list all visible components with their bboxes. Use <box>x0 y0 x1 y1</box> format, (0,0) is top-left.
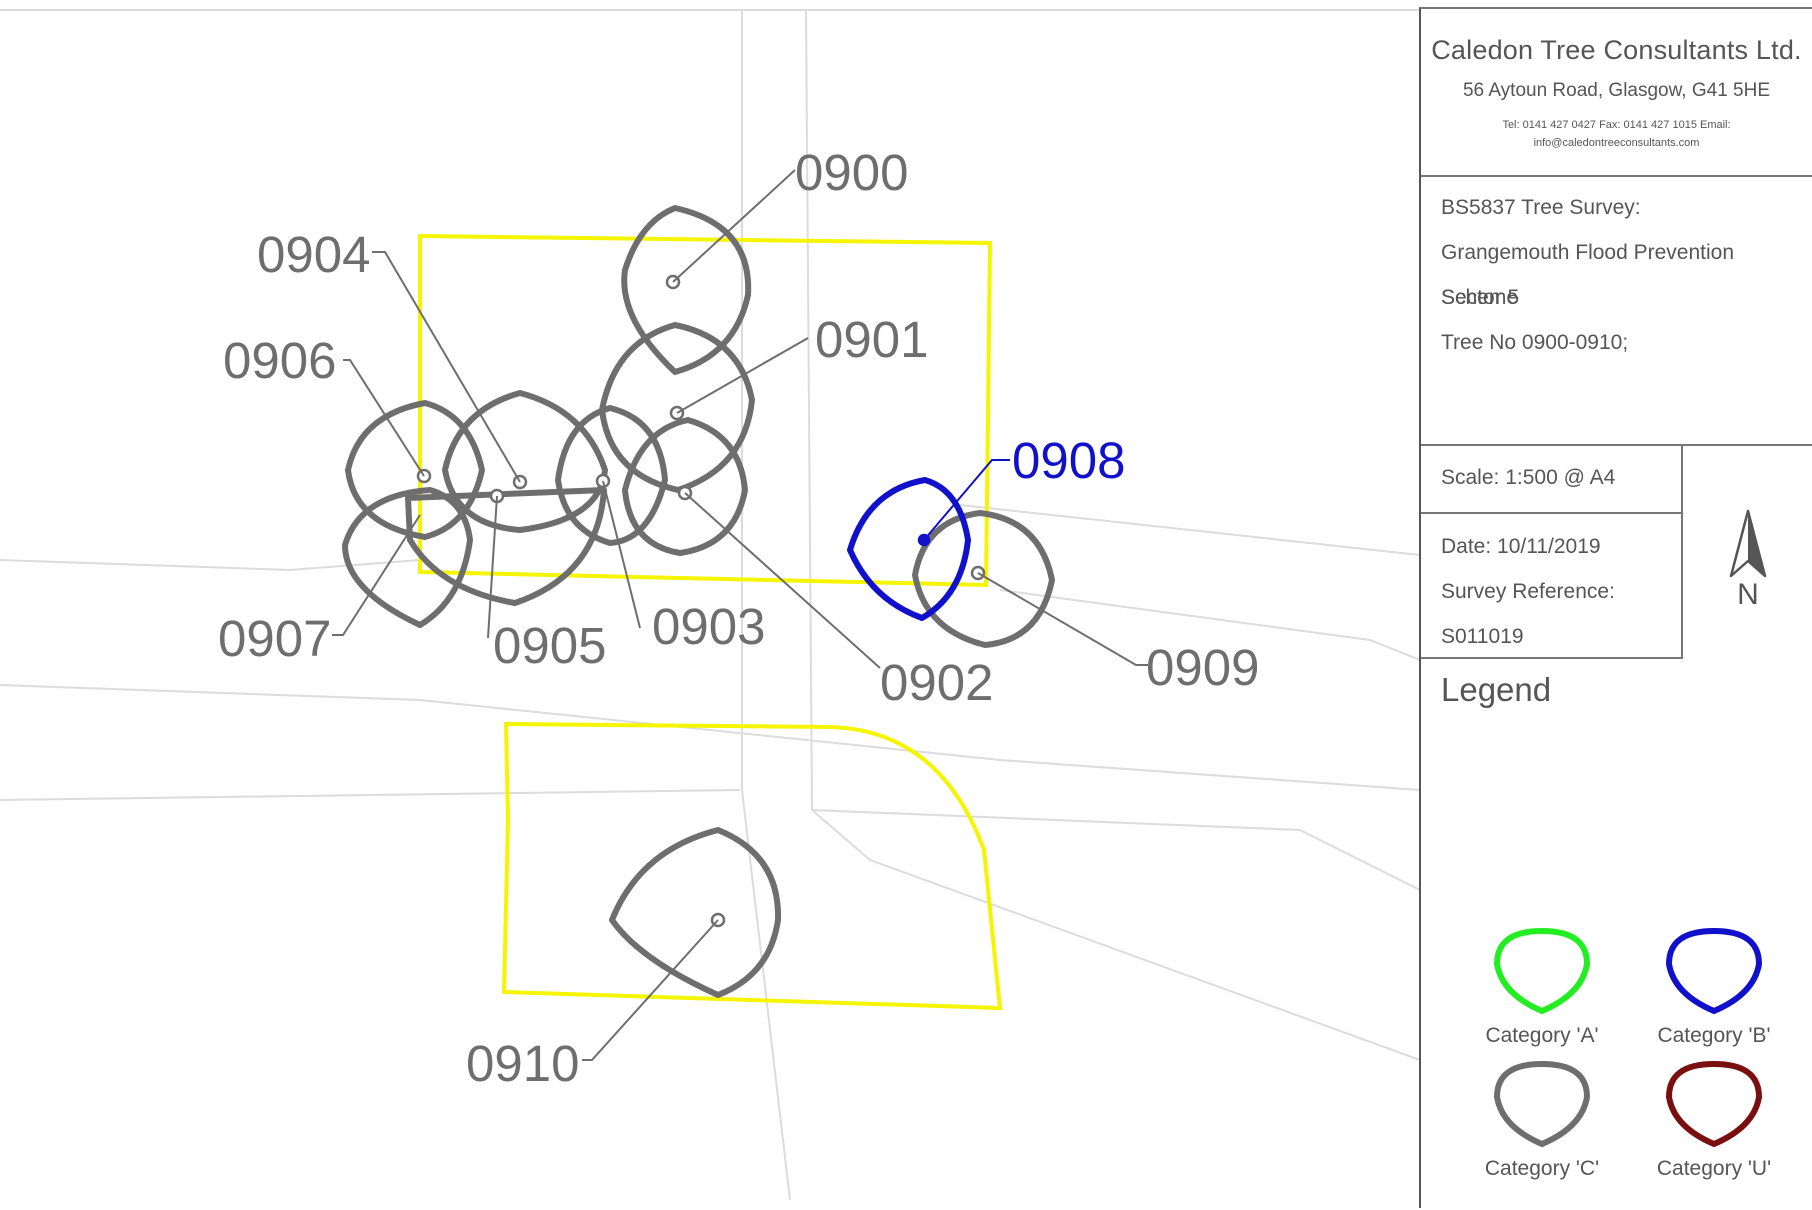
legend: Legend Category 'A' Category 'B' Categor… <box>1421 659 1812 1210</box>
tree-label-0903: 0903 <box>652 598 765 655</box>
project-details: BS5837 Tree Survey: Grangemouth Flood Pr… <box>1421 177 1812 446</box>
boundary-south <box>501 721 1003 1011</box>
base-map-roads <box>0 9 1420 1201</box>
tree-0909-canopy <box>912 510 1055 648</box>
legend-item-category-c: Category 'C' <box>1457 1052 1627 1181</box>
legend-label: Category 'B' <box>1657 1024 1771 1047</box>
company-name: Caledon Tree Consultants Ltd. <box>1431 35 1802 65</box>
tree-label-0905: 0905 <box>493 617 606 674</box>
tree-0901-canopy <box>599 322 755 493</box>
legend-label: Category 'U' <box>1656 1157 1772 1180</box>
legend-label: Category 'C' <box>1484 1157 1600 1180</box>
tree-0904-canopy <box>442 390 608 533</box>
north-arrow-icon: N <box>1729 509 1767 611</box>
survey-reference: S011019 <box>1441 625 1524 648</box>
tree-0903-canopy <box>555 405 668 546</box>
tree-label-0910: 0910 <box>466 1035 579 1092</box>
tree-0902-canopy <box>622 417 748 556</box>
tree-0910-canopy <box>609 827 782 998</box>
canopy-blue-icon <box>1665 927 1763 1015</box>
tree-label-0907: 0907 <box>218 610 331 667</box>
leader-lines <box>332 169 1148 1061</box>
scale-text: Scale: 1:500 @ A4 <box>1441 466 1616 489</box>
tree-label-0901: 0901 <box>815 311 928 368</box>
survey-type: BS5837 Tree Survey: <box>1441 196 1641 219</box>
survey-date: Date: 10/11/2019 <box>1441 535 1601 558</box>
tree-0908-canopy <box>847 477 971 621</box>
tree-0906-canopy <box>345 400 485 540</box>
tree-label-0906: 0906 <box>223 332 336 389</box>
site-map[interactable]: 0900 0901 0902 0903 0904 0905 0906 0907 … <box>0 0 1420 1208</box>
site-boundaries <box>418 233 1003 1011</box>
canopy-green-icon <box>1493 927 1591 1015</box>
project-name: Grangemouth Flood Prevention Scheme <box>1441 241 1735 309</box>
tree-label-0909: 0909 <box>1146 639 1259 696</box>
company-address: 56 Aytoun Road, Glasgow, G41 5HE <box>1462 80 1770 101</box>
tree-0907-canopy <box>342 487 473 628</box>
tree-canopies[interactable] <box>342 205 1055 998</box>
tree-label-0902: 0902 <box>880 654 993 711</box>
title-block: Caledon Tree Consultants Ltd. 56 Aytoun … <box>1419 7 1812 1208</box>
canopy-red-icon <box>1665 1060 1763 1148</box>
company-contact: Tel: 0141 427 0427 Fax: 0141 427 1015 Em… <box>1502 119 1731 149</box>
canopy-grey-icon <box>1493 1060 1591 1148</box>
legend-item-category-b: Category 'B' <box>1629 919 1799 1048</box>
legend-item-category-u: Category 'U' <box>1629 1052 1799 1181</box>
date-box: Date: 10/11/2019 Survey Reference: S0110… <box>1421 514 1683 659</box>
legend-label: Category 'A' <box>1485 1024 1599 1047</box>
tree-0905-canopy <box>405 487 607 606</box>
survey-reference-label: Survey Reference: <box>1441 580 1615 603</box>
north-label: N <box>1737 578 1759 611</box>
boundary-north <box>418 233 993 588</box>
tree-0900-canopy <box>621 205 752 375</box>
north-arrow-box: N <box>1683 446 1812 659</box>
legend-item-category-a: Category 'A' <box>1457 919 1627 1048</box>
scale-box: Scale: 1:500 @ A4 <box>1421 446 1683 514</box>
legend-title: Legend <box>1441 671 1552 708</box>
project-sector: Sector 5 <box>1441 286 1520 309</box>
tree-labels: 0900 0901 0902 0903 0904 0905 0906 0907 … <box>218 144 1259 1092</box>
tree-label-0904: 0904 <box>257 226 370 283</box>
tree-label-0900: 0900 <box>795 144 908 201</box>
tree-range: Tree No 0900-0910; <box>1441 331 1629 354</box>
tree-label-0908: 0908 <box>1012 432 1125 489</box>
company-header: Caledon Tree Consultants Ltd. 56 Aytoun … <box>1421 9 1812 177</box>
